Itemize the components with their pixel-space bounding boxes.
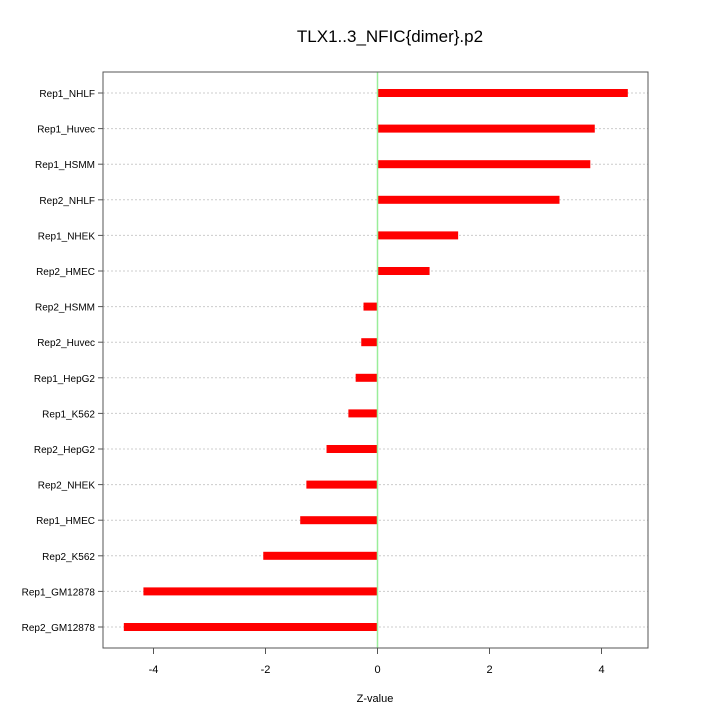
- y-tick-label: Rep2_HepG2: [34, 445, 96, 456]
- y-tick-label: Rep2_HSMM: [35, 303, 95, 314]
- y-tick-label: Rep2_K562: [42, 552, 95, 563]
- bar-Rep2_HSMM: [363, 302, 378, 311]
- chart-title: TLX1..3_NFIC{dimer}.p2: [297, 27, 483, 46]
- y-tick-label: Rep1_HepG2: [34, 374, 96, 385]
- bar-Rep1_HepG2: [355, 373, 378, 382]
- bar-Rep1_Huvec: [377, 124, 595, 133]
- bar-Rep2_NHEK: [306, 480, 378, 489]
- bar-Rep2_HMEC: [377, 267, 430, 275]
- y-tick-label: Rep1_NHLF: [39, 89, 95, 100]
- bar-Rep1_GM12878: [143, 587, 378, 596]
- y-tick-label: Rep1_HMEC: [36, 516, 95, 527]
- bar-Rep1_NHEK: [377, 231, 459, 240]
- x-axis-label: Z-value: [357, 693, 394, 705]
- y-tick-label: Rep2_HMEC: [36, 267, 95, 278]
- bar-Rep2_Huvec: [361, 338, 378, 347]
- bar-Rep2_NHLF: [377, 195, 560, 204]
- bar-Rep2_GM12878: [123, 623, 378, 631]
- y-tick-label: Rep2_Huvec: [37, 338, 95, 349]
- x-tick-label: 2: [486, 664, 492, 676]
- bar-Rep1_HMEC: [300, 516, 378, 525]
- plot-frame: [102, 71, 649, 649]
- bar-Rep2_HepG2: [326, 445, 378, 453]
- bar-Rep1_K562: [348, 409, 378, 418]
- x-tick-label: -2: [261, 664, 271, 676]
- y-tick-label: Rep1_K562: [42, 409, 95, 420]
- y-tick-label: Rep2_NHEK: [38, 481, 96, 492]
- y-tick-label: Rep1_GM12878: [22, 587, 96, 598]
- y-tick-label: Rep2_NHLF: [39, 196, 95, 207]
- y-tick-label: Rep2_GM12878: [22, 623, 96, 634]
- x-tick-label: 0: [374, 664, 380, 676]
- y-tick-label: Rep1_Huvec: [37, 125, 95, 136]
- bar-Rep2_K562: [263, 551, 378, 560]
- y-tick-label: Rep1_NHEK: [38, 231, 96, 242]
- y-tick-label: Rep1_HSMM: [35, 160, 95, 171]
- x-tick-label: 4: [598, 664, 604, 676]
- x-tick-label: -4: [149, 664, 159, 676]
- bar-Rep1_HSMM: [377, 160, 591, 169]
- bar-Rep1_NHLF: [377, 89, 628, 97]
